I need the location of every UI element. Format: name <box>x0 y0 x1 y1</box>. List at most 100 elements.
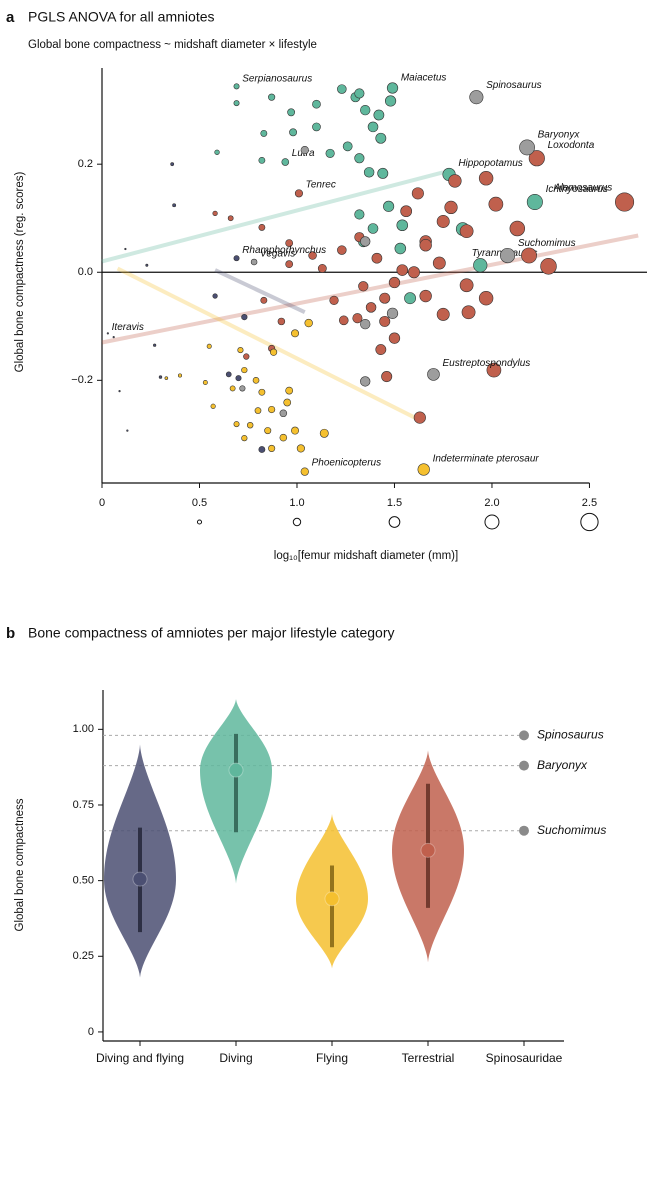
point-label: Rhamphorhynchus <box>242 245 326 256</box>
point <box>528 150 545 167</box>
fit-line <box>116 266 417 420</box>
point <box>519 139 535 156</box>
point <box>264 427 272 435</box>
point <box>521 247 537 264</box>
point-label: Baryonyx <box>538 129 581 140</box>
point <box>258 156 266 164</box>
point <box>164 376 169 380</box>
point <box>112 336 115 339</box>
point <box>354 209 365 220</box>
point <box>488 196 504 212</box>
fit-line <box>101 233 639 345</box>
point <box>229 385 236 392</box>
point <box>411 187 424 200</box>
point <box>233 100 240 107</box>
point <box>499 247 516 264</box>
y-axis-label: Global bone compactness <box>14 798 26 931</box>
point-label: Loxodonta <box>548 140 595 151</box>
y-tick-label: 0.0 <box>78 266 93 278</box>
point <box>615 192 635 212</box>
point <box>285 386 294 395</box>
point <box>258 446 266 453</box>
point <box>478 290 494 306</box>
point <box>304 318 313 328</box>
point-label: Phoenicopterus <box>312 457 382 468</box>
point <box>367 121 379 133</box>
point <box>338 315 349 326</box>
chart-title: Bone compactness of amniotes per major l… <box>28 625 395 641</box>
point <box>210 403 216 409</box>
x-tick-label: 1.0 <box>289 497 304 509</box>
point <box>373 109 385 121</box>
point <box>478 171 494 186</box>
point <box>285 260 294 269</box>
point <box>317 264 327 273</box>
point <box>241 435 248 442</box>
point <box>337 245 347 255</box>
point <box>354 153 365 164</box>
point <box>279 409 288 418</box>
point <box>432 256 446 270</box>
x-tick-label: 2.5 <box>582 497 597 509</box>
point-label: Serpianosaurus <box>242 73 312 84</box>
point <box>289 128 298 137</box>
x-tick-label: Terrestrial <box>402 1051 455 1065</box>
point <box>243 353 250 360</box>
y-tick-label: −0.2 <box>71 374 93 386</box>
x-axis-label: log₁₀[femur midshaft diameter (mm)] <box>274 550 458 562</box>
y-tick-label: 0.25 <box>73 950 94 962</box>
x-tick-label: 1.5 <box>387 497 402 509</box>
point <box>394 242 407 255</box>
point <box>540 258 557 275</box>
point <box>448 174 462 188</box>
point <box>250 258 258 266</box>
point <box>285 239 294 247</box>
point <box>419 289 432 303</box>
point <box>300 146 309 155</box>
point <box>379 292 391 304</box>
point <box>106 332 109 335</box>
x-tick-label: Diving <box>219 1051 252 1065</box>
point <box>279 433 288 442</box>
point <box>459 278 474 293</box>
point <box>337 84 347 94</box>
point <box>396 264 409 276</box>
median <box>420 842 436 858</box>
point <box>381 371 393 383</box>
point <box>291 426 299 435</box>
size-legend-circle <box>196 519 203 525</box>
point <box>277 317 286 326</box>
point-label: Spinosaurus <box>486 80 542 91</box>
point-label: Spinosaurus <box>537 728 604 742</box>
point <box>358 281 369 292</box>
point <box>268 93 276 101</box>
point <box>170 162 175 167</box>
size-legend-circle <box>580 512 599 532</box>
point <box>287 108 296 117</box>
point <box>367 223 379 234</box>
size-legend-circle <box>388 516 401 528</box>
point <box>237 347 244 354</box>
panel-letter: a <box>6 9 15 26</box>
point <box>268 405 276 414</box>
point <box>294 189 303 198</box>
point <box>386 82 399 94</box>
point-label: Suchomimus <box>537 823 606 837</box>
median <box>228 762 244 778</box>
point <box>269 348 278 356</box>
point <box>417 463 430 476</box>
chart-title: PGLS ANOVA for all amniotes <box>28 9 215 25</box>
point <box>509 220 526 237</box>
point <box>375 344 387 355</box>
point <box>153 343 157 347</box>
point <box>363 167 375 178</box>
y-axis-label: Global bone compactness (reg. scores) <box>14 171 26 372</box>
point <box>419 239 432 252</box>
point <box>202 380 208 385</box>
point <box>360 376 371 387</box>
point <box>254 407 262 414</box>
point <box>365 302 377 313</box>
point <box>360 236 371 247</box>
point <box>300 467 309 476</box>
